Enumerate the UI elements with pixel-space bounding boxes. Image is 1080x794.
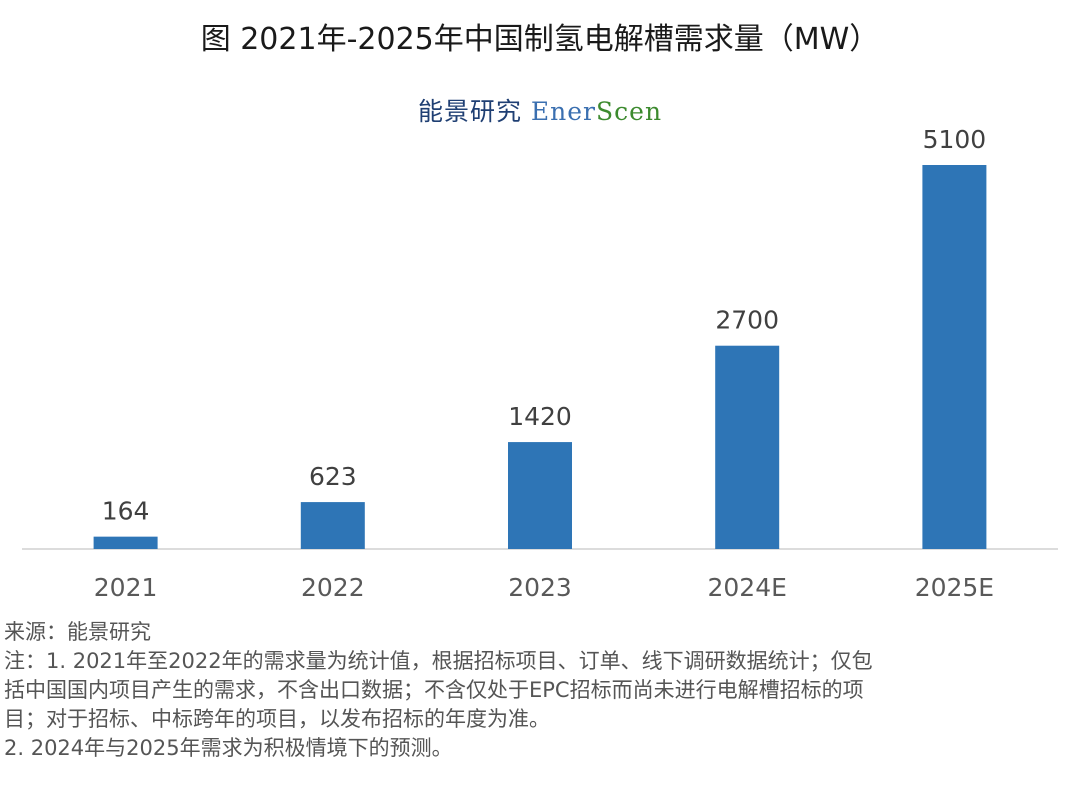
enerscen-logo: 能景研究 EnerScen	[0, 92, 1080, 128]
x-tick-label: 2024E	[707, 573, 786, 602]
note-line: 注：1. 2021年至2022年的需求量为统计值，根据招标项目、订单、线下调研数…	[4, 649, 873, 673]
bar-2024E	[715, 345, 780, 549]
bar-2023	[508, 442, 572, 549]
x-tick-label: 2021	[94, 573, 158, 602]
source-text: 来源：能景研究	[4, 620, 151, 644]
chart-title: 图 2021年-2025年中国制氢电解槽需求量（MW）	[200, 22, 880, 57]
notes: 来源：能景研究 注：1. 2021年至2022年的需求量为统计值，根据招标项目、…	[4, 618, 873, 763]
note-line: 括中国国内项目产生的需求，不含出口数据；不含仅处于EPC招标而尚未进行电解槽招标…	[4, 678, 864, 702]
bar-2021	[93, 536, 158, 549]
bar-2025E	[922, 165, 987, 549]
logo-cn: 能景研究	[417, 97, 522, 126]
note-line: 目；对于招标、中标跨年的项目，以发布招标的年度为准。	[4, 707, 550, 731]
data-label: 623	[309, 462, 357, 491]
logo-en-b: S	[596, 97, 615, 126]
bar-2022	[300, 502, 365, 549]
note-line: 2. 2024年与2025年需求为积极情境下的预测。	[4, 736, 453, 760]
x-tick-label: 2022	[301, 573, 365, 602]
logo-en-c: cen	[614, 97, 663, 126]
data-label: 5100	[923, 125, 987, 154]
bar-chart: 164 2021 623 2022 1420 2023 2700 2024E 5100 2025E	[22, 125, 1058, 602]
x-tick-label: 2025E	[915, 573, 994, 602]
data-label: 2700	[715, 306, 779, 335]
data-label: 164	[102, 497, 150, 526]
data-label: 1420	[508, 402, 572, 431]
x-tick-label: 2023	[508, 573, 572, 602]
logo-en-a: Ener	[530, 97, 597, 126]
